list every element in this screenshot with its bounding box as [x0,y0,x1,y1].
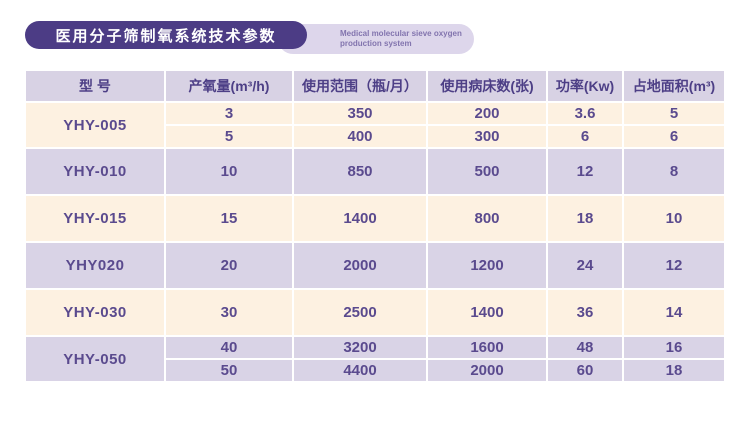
spec-cell: 200 [427,102,547,125]
table-row: 50 4400 2000 60 18 [25,359,725,382]
spec-cell: 10 [165,148,293,195]
model-cell: YHY-005 [25,102,165,148]
spec-cell: 16 [623,336,725,359]
spec-cell: 2000 [427,359,547,382]
spec-cell: 14 [623,289,725,336]
spec-cell: 6 [623,125,725,148]
model-cell: YHY020 [25,242,165,289]
spec-cell: 12 [547,148,623,195]
model-cell: YHY-030 [25,289,165,336]
table-row: YHY-030 30 2500 1400 36 14 [25,289,725,336]
spec-cell: 24 [547,242,623,289]
column-header: 使用范围（瓶/月） [293,70,427,102]
spec-cell: 1600 [427,336,547,359]
spec-cell: 20 [165,242,293,289]
table-row: YHY020 20 2000 1200 24 12 [25,242,725,289]
table-row: YHY-005 3 350 200 3.6 5 [25,102,725,148]
spec-cell: 1200 [427,242,547,289]
spec-cell: 3.6 [547,102,623,125]
spec-cell: 3200 [293,336,427,359]
spec-cell: 2500 [293,289,427,336]
spec-table-container: 型 号产氧量(m³/h) 使用范围（瓶/月） 使用病床数(张) 功率(Kw) 占地面积(… [25,70,725,382]
column-header: 产氧量(m³/h) [165,70,293,102]
table-row: YHY-010 10 850 500 12 8 [25,148,725,195]
spec-cell: 8 [623,148,725,195]
column-header: 功率(Kw) [547,70,623,102]
spec-cell: 3 [165,102,293,125]
spec-cell: 300 [427,125,547,148]
model-cell: YHY-010 [25,148,165,195]
spec-cell: 40 [165,336,293,359]
spec-cell: 60 [547,359,623,382]
spec-table: 型 号产氧量(m³/h) 使用范围（瓶/月） 使用病床数(张) 功率(Kw) 占地面积(… [25,70,725,382]
spec-cell: 10 [623,195,725,242]
spec-cell: 48 [547,336,623,359]
spec-cell: 36 [547,289,623,336]
spec-cell: 1400 [427,289,547,336]
model-cell: YHY-015 [25,195,165,242]
spec-cell: 850 [293,148,427,195]
title-bar: Medical molecular sieve oxygen productio… [25,21,725,55]
table-header-row: 型 号产氧量(m³/h) 使用范围（瓶/月） 使用病床数(张) 功率(Kw) 占地面积(… [25,70,725,102]
spec-cell: 50 [165,359,293,382]
spec-cell: 500 [427,148,547,195]
title-subtitle-badge: Medical molecular sieve oxygen productio… [278,24,474,54]
column-header: 使用病床数(张) [427,70,547,102]
spec-cell: 18 [547,195,623,242]
table-body: YHY-005 3 350 200 3.6 5 5 400 300 6 6 YHY-010 10 850 5… [25,102,725,382]
table-row: YHY-050 40 3200 1600 48 16 [25,336,725,382]
column-header: 型 号 [25,70,165,102]
spec-cell: 800 [427,195,547,242]
model-cell: YHY-050 [25,336,165,382]
spec-cell: 15 [165,195,293,242]
spec-cell: 350 [293,102,427,125]
spec-cell: 12 [623,242,725,289]
spec-cell: 5 [165,125,293,148]
spec-cell: 400 [293,125,427,148]
spec-cell: 5 [623,102,725,125]
page-subtitle-line1: Medical molecular sieve oxygen [340,29,462,38]
spec-cell: 1400 [293,195,427,242]
spec-cell: 2000 [293,242,427,289]
page-title: 医用分子筛制氧系统技术参数 [55,27,277,45]
table-row: 型 号产氧量(m³/h) 使用范围（瓶/月） 使用病床数(张) 功率(Kw) 占地面积(… [25,70,725,102]
page-subtitle-line2: production system [340,39,412,48]
spec-cell: 6 [547,125,623,148]
column-header: 占地面积(m³) [623,70,725,102]
table-row: 5 400 300 6 6 [25,125,725,148]
title-badge: 医用分子筛制氧系统技术参数 [25,21,307,49]
spec-cell: 18 [623,359,725,382]
table-row: YHY-015 15 1400 800 18 10 [25,195,725,242]
spec-cell: 30 [165,289,293,336]
spec-cell: 4400 [293,359,427,382]
